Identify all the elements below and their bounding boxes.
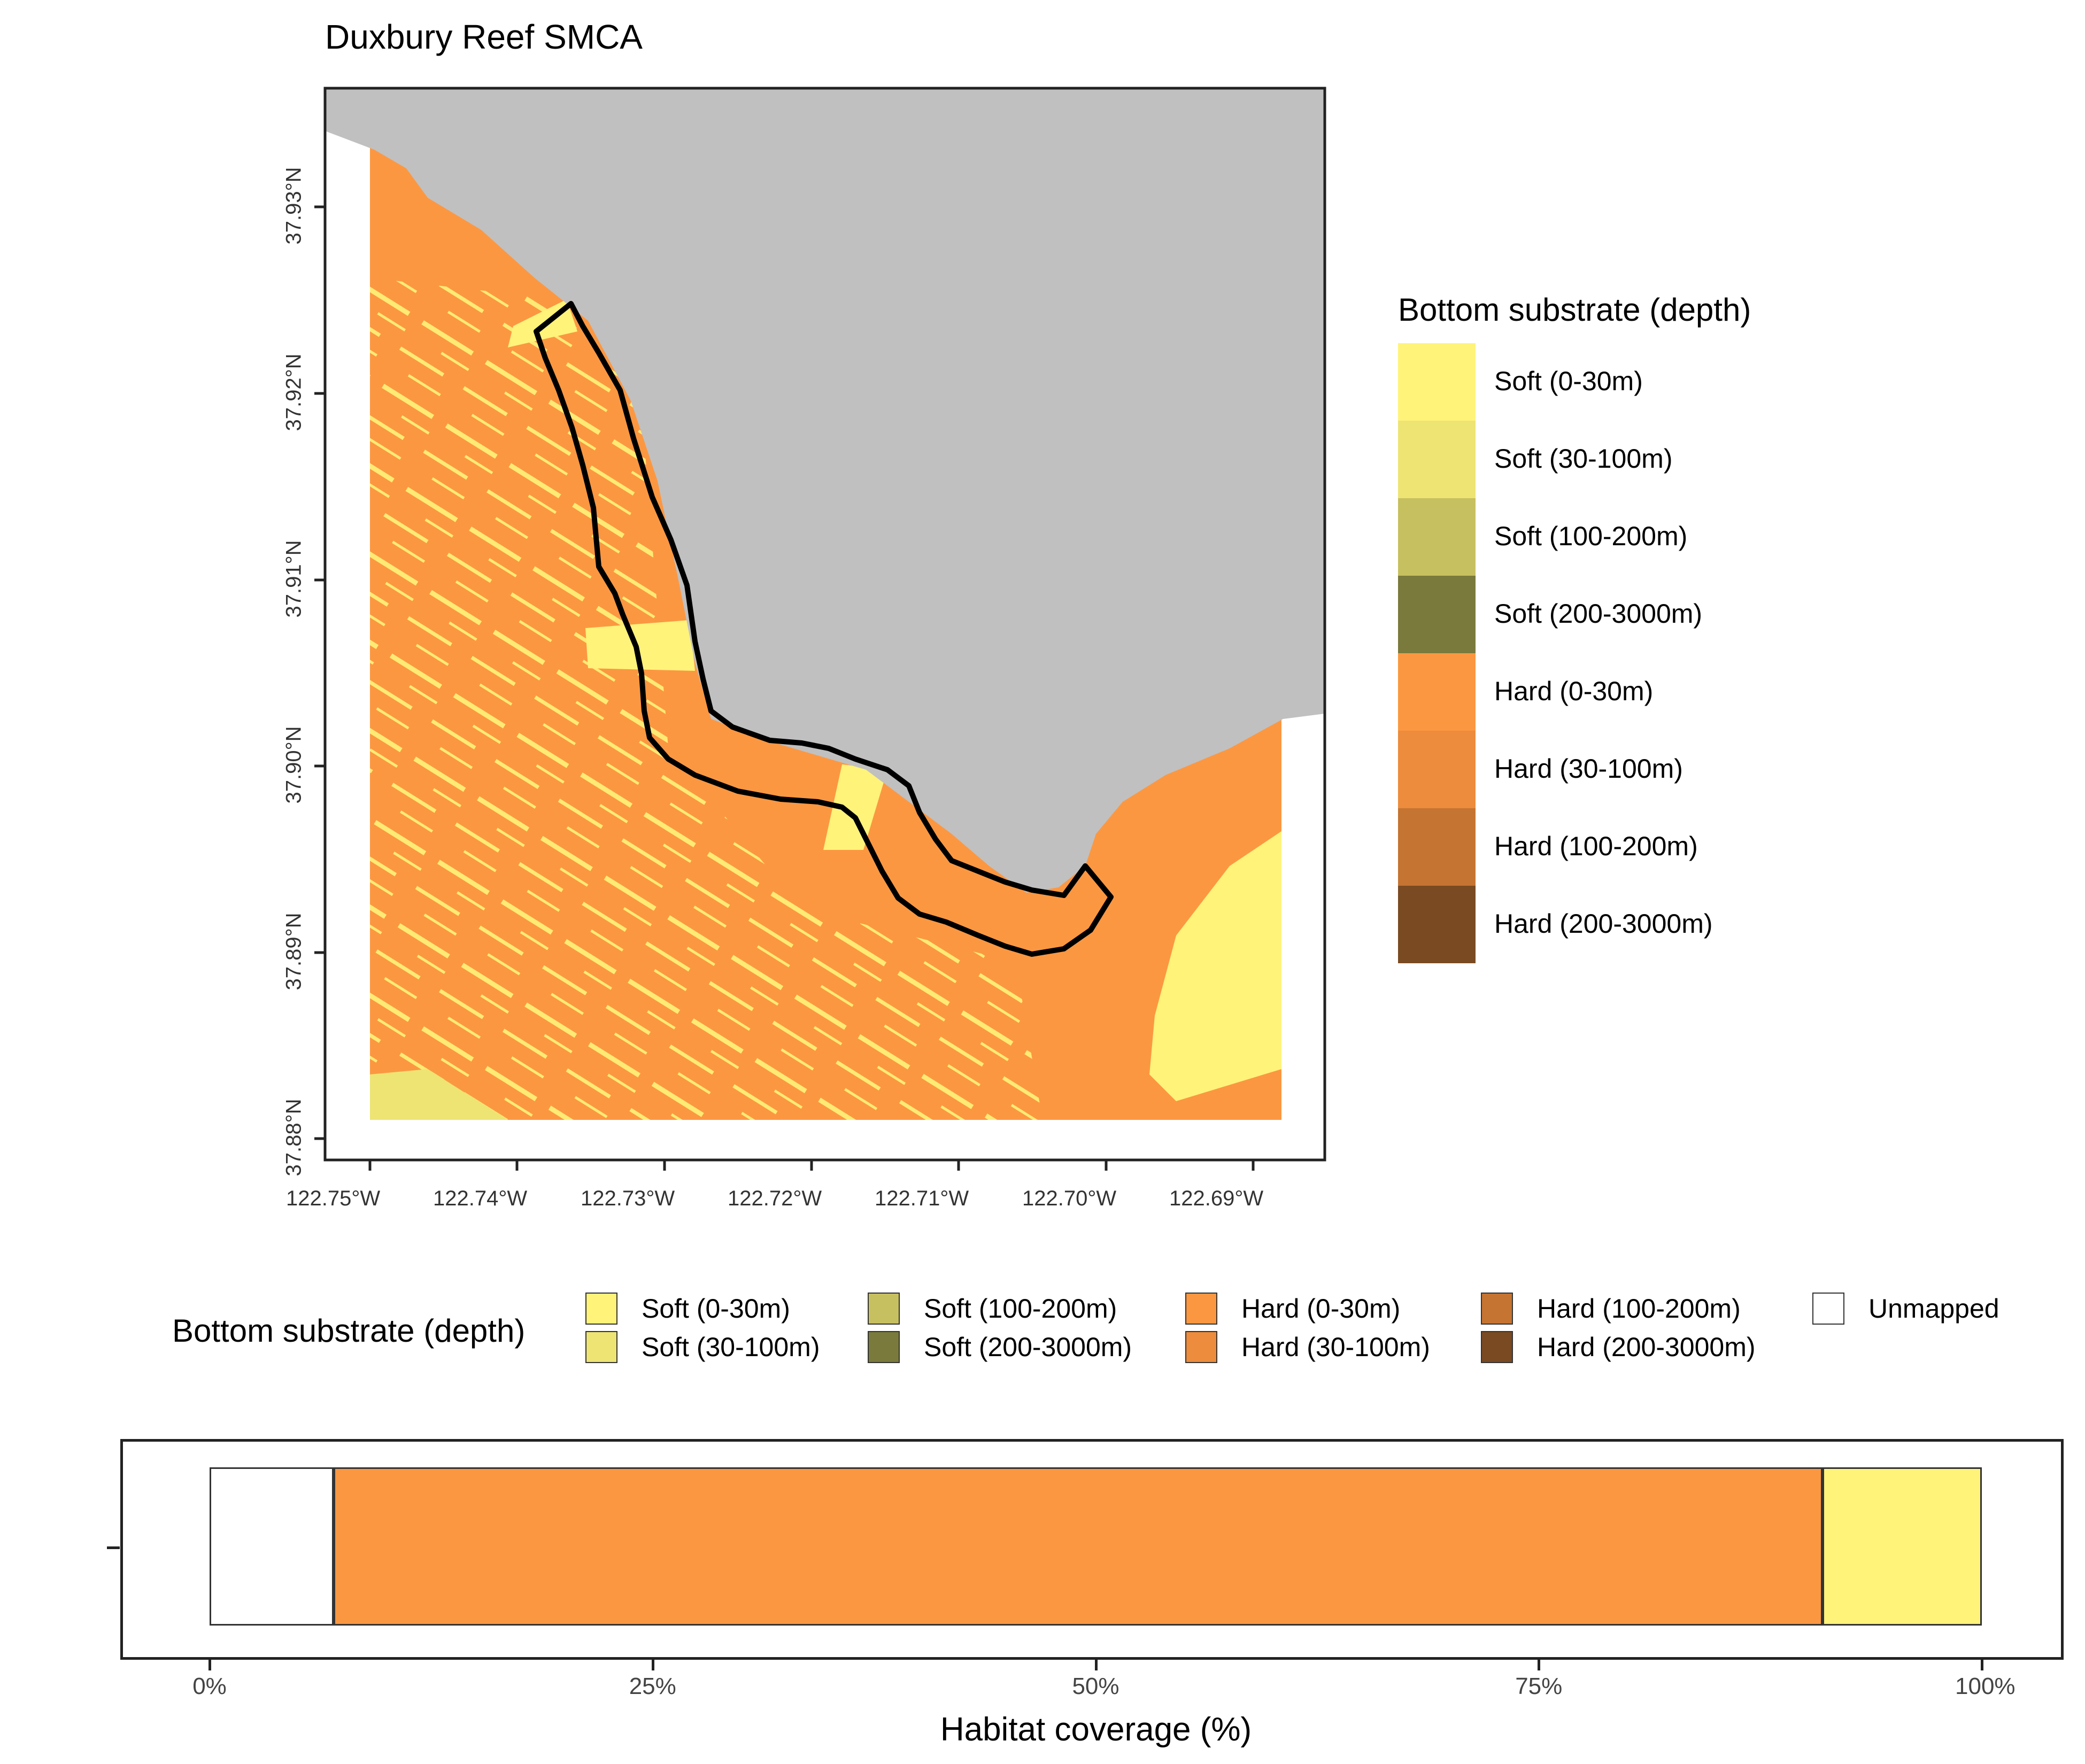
- x-tick-label: 122.71°W: [875, 1187, 969, 1210]
- bar-y-tick: [107, 1546, 120, 1549]
- x-tick-label: 122.73°W: [581, 1187, 675, 1210]
- legend-label: Hard (0-30m): [1494, 676, 1654, 706]
- legend-label: Soft (100-200m): [1494, 521, 1688, 551]
- y-tick-label: 37.93°N: [282, 167, 306, 245]
- legend-swatch: [1185, 1331, 1217, 1363]
- x-tick-label: 122.72°W: [728, 1187, 822, 1210]
- soft-patch-reef-b: [823, 764, 887, 850]
- legend-item: Soft (200-3000m): [1398, 576, 1879, 653]
- coverage-x-tick-label: 100%: [1955, 1673, 2016, 1699]
- coverage-x-tick-label: 50%: [1072, 1673, 1119, 1699]
- legend-swatch: [1398, 808, 1476, 886]
- map-axis-ticks: [314, 205, 1255, 1171]
- legend-swatch: [1481, 1293, 1513, 1325]
- legend-item: Soft (0-30m): [1398, 343, 1879, 421]
- legend-label: Soft (0-30m): [1494, 366, 1643, 396]
- legend-label: Soft (200-3000m): [1494, 599, 1703, 629]
- y-tick-label: 37.89°N: [282, 912, 306, 991]
- coverage-x-tick-mark: [651, 1660, 654, 1670]
- legend-label: Hard (30-100m): [1494, 754, 1683, 784]
- legend-swatch: [868, 1331, 900, 1363]
- legend-label: Hard (100-200m): [1537, 1294, 1741, 1324]
- legend-swatch: [585, 1293, 617, 1325]
- coverage-x-tick-label: 0%: [192, 1673, 227, 1699]
- x-tick-label: 122.70°W: [1022, 1187, 1117, 1210]
- legend-item: Hard (100-200m): [1398, 808, 1879, 886]
- legend-swatch: [1185, 1293, 1217, 1325]
- legend-label: Soft (200-3000m): [924, 1332, 1132, 1362]
- legend-label: Hard (0-30m): [1241, 1294, 1401, 1324]
- legend-label: Soft (30-100m): [1494, 444, 1673, 474]
- legend-swatch: [1812, 1293, 1844, 1325]
- map-panel-border: [323, 87, 1326, 1162]
- legend-item: Hard (30-100m): [1398, 731, 1879, 808]
- soft-streaks-west: [370, 278, 1042, 1120]
- y-tick-label: 37.90°N: [282, 726, 306, 804]
- legend-label: Hard (30-100m): [1241, 1332, 1430, 1362]
- legend-item: Soft (30-100m): [1398, 421, 1879, 498]
- coverage-bar-segment: [334, 1467, 1823, 1626]
- legend-swatch: [1398, 731, 1476, 808]
- legend-swatch: [1398, 653, 1476, 731]
- y-tick-label: 37.88°N: [282, 1098, 306, 1177]
- legend-label: Hard (100-200m): [1494, 831, 1698, 861]
- coverage-x-tick-mark: [1981, 1660, 1983, 1670]
- legend-item: Hard (200-3000m): [1398, 886, 1879, 963]
- coverage-x-tick-label: 75%: [1515, 1673, 1563, 1699]
- smca-boundary: [534, 301, 1114, 957]
- coverage-bar-segment: [210, 1467, 334, 1626]
- legend-swatch: [1398, 886, 1476, 963]
- x-tick-label: 122.75°W: [286, 1187, 381, 1210]
- y-tick-label: 37.91°N: [282, 540, 306, 618]
- coverage-x-tick-mark: [1538, 1660, 1541, 1670]
- map-title: Duxbury Reef SMCA: [325, 18, 643, 56]
- legend-swatch: [585, 1331, 617, 1363]
- land: [325, 88, 1325, 893]
- legend-swatch: [868, 1293, 900, 1325]
- legend-swatch: [1398, 498, 1476, 576]
- legend-swatch: [1398, 576, 1476, 653]
- legend-item: Soft (100-200m): [1398, 498, 1879, 576]
- coverage-bar-segment: [1822, 1467, 1982, 1626]
- legend-label: Unmapped: [1868, 1294, 1999, 1324]
- substrate-map: [314, 87, 1326, 1171]
- x-tick-label: 122.69°W: [1169, 1187, 1264, 1210]
- coverage-x-tick-mark: [1094, 1660, 1098, 1670]
- y-tick-label: 37.92°N: [282, 353, 306, 431]
- coverage-x-tick-label: 25%: [629, 1673, 676, 1699]
- soft-patch-reef-a: [585, 620, 695, 671]
- soft-patch-southeast: [1149, 831, 1281, 1101]
- legend-label: Hard (200-3000m): [1537, 1332, 1756, 1362]
- legend-swatch: [1398, 343, 1476, 421]
- legend-label: Soft (0-30m): [642, 1294, 790, 1324]
- legend-swatch: [1481, 1331, 1513, 1363]
- legend-swatch: [1398, 421, 1476, 498]
- coverage-x-tick-mark: [208, 1660, 211, 1670]
- legend-item: Hard (0-30m): [1398, 653, 1879, 731]
- coverage-bar-panel: [120, 1439, 2064, 1660]
- coverage-x-label: Habitat coverage (%): [940, 1711, 1252, 1748]
- legend-bottom-title: Bottom substrate (depth): [172, 1313, 526, 1349]
- x-tick-label: 122.74°W: [433, 1187, 528, 1210]
- legend-label: Soft (100-200m): [924, 1294, 1117, 1324]
- legend-label: Soft (30-100m): [642, 1332, 820, 1362]
- legend-right-title: Bottom substrate (depth): [1398, 292, 1751, 328]
- soft-patch-southwest: [370, 1069, 508, 1120]
- legend-label: Hard (200-3000m): [1494, 909, 1713, 939]
